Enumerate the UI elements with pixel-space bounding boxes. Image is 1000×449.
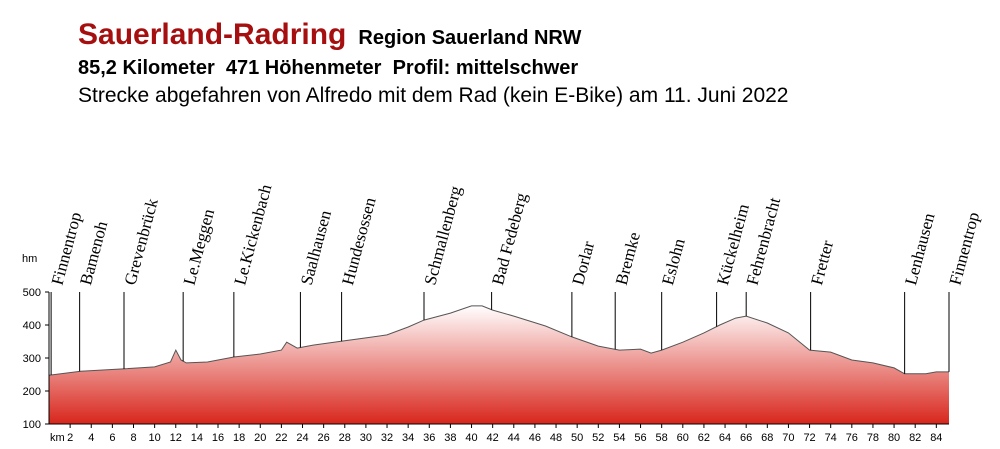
x-tick-label: 82 bbox=[909, 432, 921, 444]
x-tick-label: 34 bbox=[402, 432, 414, 444]
x-tick-label: 26 bbox=[318, 432, 330, 444]
x-tick-label: 12 bbox=[170, 432, 182, 444]
place-label: Le.Kickenbach bbox=[230, 182, 275, 287]
place-label: Eslohn bbox=[658, 236, 689, 287]
subtitle: Region Sauerland NRW bbox=[358, 27, 581, 49]
place-label: Dorlar bbox=[568, 239, 598, 287]
x-tick-label: 68 bbox=[761, 432, 773, 444]
profile-line bbox=[48, 305, 949, 376]
chart-title: Sauerland-Radring Region Sauerland NRW bbox=[78, 18, 581, 51]
y-tick-label: 500 bbox=[23, 287, 41, 299]
x-tick-label: 46 bbox=[529, 432, 541, 444]
x-tick-label: 36 bbox=[423, 432, 435, 444]
x-tick-label: 72 bbox=[803, 432, 815, 444]
place-label: Schmallenberg bbox=[421, 183, 466, 287]
place-label: Bremke bbox=[612, 230, 644, 287]
x-tick-label: 50 bbox=[571, 432, 583, 444]
note: Strecke abgefahren von Alfredo mit dem R… bbox=[78, 84, 788, 107]
place-label: Lenhausen bbox=[901, 211, 939, 288]
x-tick-label: 16 bbox=[212, 432, 224, 444]
x-tick-label: 18 bbox=[233, 432, 245, 444]
x-tick-label: 74 bbox=[825, 432, 837, 444]
x-tick-label: 66 bbox=[740, 432, 752, 444]
x-tick-label: 70 bbox=[782, 432, 794, 444]
x-tick-label: 62 bbox=[698, 432, 710, 444]
x-tick-label: 22 bbox=[275, 432, 287, 444]
x-tick-label: 8 bbox=[130, 432, 136, 444]
x-tick-label: 6 bbox=[109, 432, 115, 444]
x-tick-label: 32 bbox=[381, 432, 393, 444]
x-tick-label: 44 bbox=[508, 432, 520, 444]
place-label: Fretter bbox=[807, 238, 837, 287]
x-tick-label: 56 bbox=[634, 432, 646, 444]
x-tick-label: 52 bbox=[592, 432, 604, 444]
place-label: Saalhausen bbox=[297, 208, 335, 287]
x-tick-label: 28 bbox=[339, 432, 351, 444]
x-tick-label: 38 bbox=[444, 432, 456, 444]
y-tick-label: 300 bbox=[23, 353, 41, 365]
y-tick-label: 200 bbox=[23, 386, 41, 398]
x-axis-label: km bbox=[50, 432, 65, 444]
title: Sauerland-Radring bbox=[78, 18, 346, 51]
x-tick-label: 24 bbox=[296, 432, 308, 444]
y-axis-label: hm bbox=[22, 253, 37, 265]
y-tick-label: 100 bbox=[23, 419, 41, 431]
x-tick-label: 30 bbox=[360, 432, 372, 444]
y-tick-label: 400 bbox=[23, 320, 41, 332]
x-tick-label: 64 bbox=[719, 432, 731, 444]
place-label: Grevenbrück bbox=[121, 196, 162, 287]
x-tick-label: 80 bbox=[888, 432, 900, 444]
x-tick-label: 20 bbox=[254, 432, 266, 444]
x-tick-label: 60 bbox=[677, 432, 689, 444]
stats: 85,2 Kilometer 471 Höhenmeter Profil: mi… bbox=[78, 57, 578, 79]
x-tick-label: 76 bbox=[846, 432, 858, 444]
x-tick-label: 48 bbox=[550, 432, 562, 444]
x-tick-label: 2 bbox=[67, 432, 73, 444]
x-tick-label: 42 bbox=[487, 432, 499, 444]
place-label: Hundesossen bbox=[338, 195, 380, 287]
x-tick-label: 54 bbox=[613, 432, 625, 444]
x-tick-label: 58 bbox=[656, 432, 668, 444]
x-tick-label: 14 bbox=[191, 432, 203, 444]
x-tick-label: 40 bbox=[465, 432, 477, 444]
area-fill bbox=[49, 305, 949, 424]
x-tick-label: 10 bbox=[149, 432, 161, 444]
x-tick-label: 4 bbox=[88, 432, 94, 444]
x-tick-label: 78 bbox=[867, 432, 879, 444]
place-label: Le.Meggen bbox=[180, 206, 219, 287]
place-label: Bad Fedeberg bbox=[488, 190, 531, 287]
x-tick-label: 84 bbox=[930, 432, 942, 444]
place-label: Finnentrop bbox=[946, 210, 984, 287]
